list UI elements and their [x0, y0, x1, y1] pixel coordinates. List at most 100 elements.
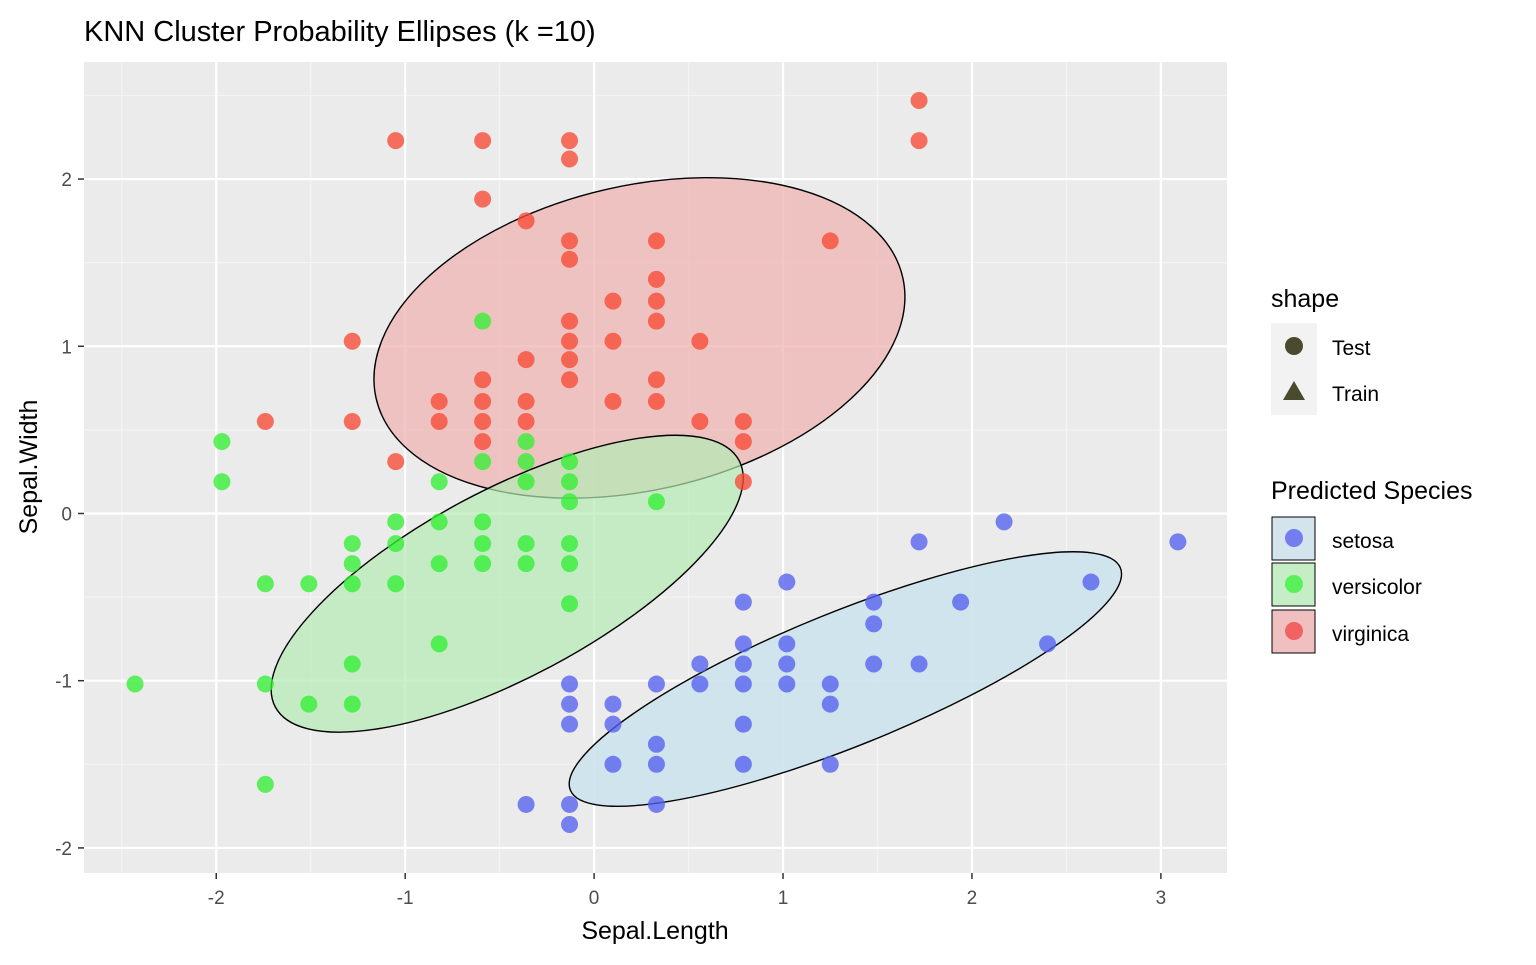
point-setosa	[910, 533, 928, 551]
point-virginica	[734, 473, 752, 491]
point-setosa	[734, 655, 752, 673]
point-setosa	[1082, 573, 1100, 591]
point-virginica	[474, 433, 492, 451]
point-virginica	[561, 232, 579, 250]
legend-virginica-label: virginica	[1332, 623, 1409, 646]
point-versicolor	[474, 535, 492, 553]
point-virginica	[647, 270, 665, 288]
point-virginica	[910, 91, 928, 109]
point-setosa	[995, 513, 1013, 531]
legend-shape-key-bg	[1271, 323, 1317, 415]
point-virginica	[647, 312, 665, 330]
point-setosa	[691, 655, 709, 673]
legend-virginica-marker	[1285, 622, 1303, 640]
point-versicolor	[300, 575, 318, 593]
axis-ticks	[78, 178, 1162, 879]
point-virginica	[517, 392, 535, 410]
point-versicolor	[387, 535, 405, 553]
point-setosa	[865, 615, 883, 633]
point-virginica	[734, 433, 752, 451]
point-setosa	[910, 655, 928, 673]
point-setosa	[865, 593, 883, 611]
point-virginica	[517, 212, 535, 230]
point-virginica	[561, 312, 579, 330]
point-versicolor	[561, 453, 579, 471]
legend-train-label: Train	[1332, 383, 1379, 406]
point-versicolor	[343, 695, 361, 713]
point-versicolor	[343, 575, 361, 593]
point-setosa	[778, 675, 796, 693]
point-virginica	[734, 413, 752, 431]
point-versicolor	[256, 675, 274, 693]
point-virginica	[910, 132, 928, 150]
point-versicolor	[517, 453, 535, 471]
point-setosa	[691, 675, 709, 693]
point-virginica	[691, 332, 709, 350]
point-setosa	[778, 573, 796, 591]
point-layer	[126, 91, 1187, 834]
point-virginica	[561, 250, 579, 268]
point-versicolor	[517, 473, 535, 491]
x-tick-label: 0	[589, 888, 600, 909]
point-versicolor	[517, 535, 535, 553]
point-setosa	[821, 675, 839, 693]
legend-versicolor-marker	[1285, 575, 1303, 593]
point-virginica	[604, 392, 622, 410]
point-virginica	[647, 392, 665, 410]
point-virginica	[387, 453, 405, 471]
point-versicolor	[430, 555, 448, 573]
point-setosa	[561, 816, 579, 834]
point-virginica	[517, 351, 535, 369]
point-versicolor	[300, 695, 318, 713]
point-versicolor	[561, 595, 579, 613]
point-setosa	[734, 715, 752, 733]
point-setosa	[647, 675, 665, 693]
y-tick-labels: -2 -1 0 1 2	[55, 170, 72, 860]
point-setosa	[561, 695, 579, 713]
point-virginica	[647, 371, 665, 389]
point-setosa	[561, 675, 579, 693]
point-versicolor	[561, 535, 579, 553]
point-versicolor	[474, 312, 492, 330]
legend-shape-title: shape	[1271, 285, 1339, 313]
point-setosa	[647, 795, 665, 813]
legend-versicolor-key	[1271, 562, 1316, 607]
x-tick-labels: -2 -1 0 1 2 3	[208, 888, 1166, 909]
point-virginica	[343, 413, 361, 431]
y-tick-label: 1	[61, 337, 72, 358]
point-virginica	[604, 332, 622, 350]
point-setosa	[604, 695, 622, 713]
point-virginica	[256, 413, 274, 431]
point-setosa	[778, 635, 796, 653]
legend-setosa-label: setosa	[1332, 530, 1394, 553]
point-setosa	[734, 593, 752, 611]
point-setosa	[647, 735, 665, 753]
legend-species: Predicted Species setosa versicolor virg…	[1271, 477, 1473, 654]
point-setosa	[561, 795, 579, 813]
point-setosa	[734, 675, 752, 693]
point-versicolor	[474, 555, 492, 573]
x-tick-label: -2	[208, 888, 225, 909]
legend-species-title: Predicted Species	[1271, 477, 1473, 505]
point-virginica	[517, 413, 535, 431]
point-setosa	[821, 695, 839, 713]
legend-test-label: Test	[1332, 337, 1371, 360]
legend-train-marker	[1283, 381, 1305, 400]
point-versicolor	[256, 575, 274, 593]
point-virginica	[561, 351, 579, 369]
point-virginica	[474, 413, 492, 431]
point-versicolor	[256, 775, 274, 793]
point-setosa	[865, 655, 883, 673]
point-setosa	[734, 755, 752, 773]
point-versicolor	[213, 473, 231, 491]
point-virginica	[647, 232, 665, 250]
ellipse-layer	[270, 176, 1123, 807]
point-virginica	[561, 371, 579, 389]
point-setosa	[734, 635, 752, 653]
point-versicolor	[430, 635, 448, 653]
y-tick-label: -2	[55, 839, 72, 860]
point-setosa	[604, 715, 622, 733]
point-versicolor	[387, 575, 405, 593]
